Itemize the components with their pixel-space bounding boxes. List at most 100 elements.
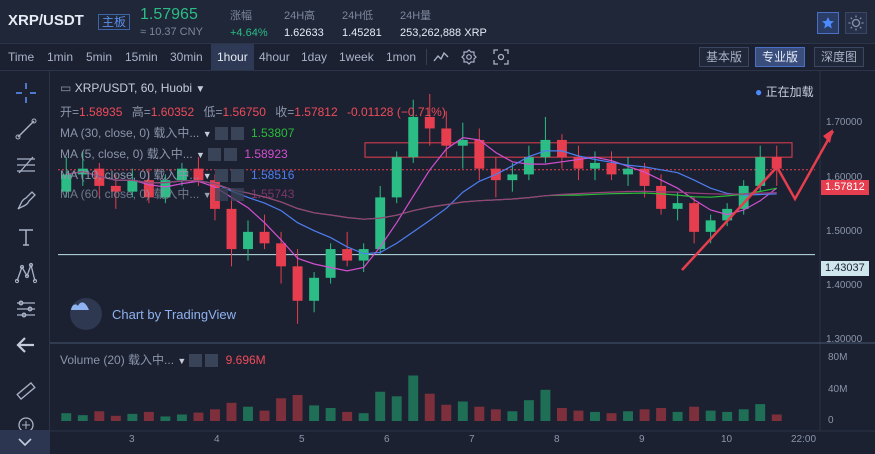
candle-body <box>325 249 336 278</box>
time-tick: 3 <box>129 434 135 445</box>
tradingview-branding[interactable]: Chart by TradingView <box>70 298 236 330</box>
candle-body <box>457 139 468 146</box>
interval-1hour[interactable]: 1hour <box>211 44 254 70</box>
back-tool[interactable] <box>14 333 38 357</box>
candle-body <box>672 203 683 209</box>
interval-1week[interactable]: 1week <box>339 50 374 64</box>
ma-value: 1.55743 <box>250 187 295 201</box>
interval-4hour[interactable]: 4hour <box>259 50 290 64</box>
view-depth-button[interactable]: 深度图 <box>814 47 865 67</box>
star-icon <box>822 17 834 29</box>
chart-toolbar: Time 1min 5min 15min 30min 1hour 4hour 1… <box>0 44 875 71</box>
interval-30min[interactable]: 30min <box>170 50 203 64</box>
volume-bar <box>490 409 501 421</box>
volume-legend[interactable]: Volume (20) 载入中... ▼ 9.696M <box>60 353 266 368</box>
ticker-header: XRP/USDT 主板 1.57965 ≈ 10.37 CNY 涨幅 +4.64… <box>0 0 875 44</box>
symbol-title[interactable]: XRP/USDT, 60, Huobi <box>74 81 193 95</box>
candle-body <box>424 116 435 129</box>
price-chart[interactable]: ▭ XRP/USDT, 60, Huobi ▼ 开=1.58935 高=1.60… <box>50 71 875 454</box>
board-badge: 主板 <box>98 14 131 30</box>
snapshot-button[interactable] <box>492 48 510 66</box>
candle-body <box>143 180 154 198</box>
candle-body <box>474 139 485 169</box>
live-status: ● 正在加载 <box>755 85 814 99</box>
interval-1min[interactable]: 1min <box>47 50 74 64</box>
volume-bar <box>523 400 534 421</box>
volume-bar <box>193 412 204 421</box>
crosshair-icon <box>16 83 36 103</box>
brush-tool[interactable] <box>14 189 38 213</box>
volume-tick: 80M <box>828 352 848 363</box>
favorite-button[interactable] <box>817 12 839 34</box>
collapse-toolbar-button[interactable] <box>0 430 50 454</box>
theme-button[interactable] <box>845 12 867 34</box>
candle-body <box>358 249 369 261</box>
candle-body <box>540 139 551 158</box>
interval-time[interactable]: Time <box>8 50 35 64</box>
camera-icon <box>493 49 509 65</box>
fibonacci-icon <box>17 156 35 174</box>
volume-bar <box>110 415 121 421</box>
ma-legend-60[interactable]: MA (60, close, 0) 载入中... ▼ 1.55743 <box>60 187 295 202</box>
text-icon <box>19 229 33 246</box>
ma-label: MA (60, close, 0) 载入中... <box>60 187 200 201</box>
indicator-button[interactable] <box>432 48 450 66</box>
volume-bar <box>292 395 303 421</box>
volume-bar <box>705 410 716 421</box>
prediction-tool[interactable] <box>14 297 38 321</box>
ma-legend-30[interactable]: MA (30, close, 0) 载入中... ▼ 1.53807 <box>60 126 295 141</box>
stat-value: 1.45281 <box>342 27 382 39</box>
candle-body <box>243 231 253 250</box>
stat-value: +4.64% <box>230 27 268 39</box>
pattern-tool[interactable] <box>14 261 38 285</box>
trendline-tool[interactable] <box>14 117 38 141</box>
view-pro-button[interactable]: 专业版 <box>755 47 806 67</box>
annotation-arrow-path <box>681 130 835 271</box>
volume-bar <box>391 396 402 421</box>
ma-legend-10[interactable]: MA (10, close, 0) 载入中... ▼ 1.58516 <box>60 168 295 183</box>
time-tick: 9 <box>639 434 645 445</box>
interval-1day[interactable]: 1day <box>301 50 328 64</box>
time-tick: 6 <box>384 434 390 445</box>
interval-15min[interactable]: 15min <box>125 50 158 64</box>
stat-high: 24H高 1.62633 <box>284 7 324 39</box>
candle-body <box>639 168 650 186</box>
candle-body <box>771 157 782 169</box>
volume-bar <box>309 405 320 421</box>
live-status-text: 正在加载 <box>765 85 814 99</box>
measure-tool[interactable] <box>14 379 38 403</box>
volume-bar <box>210 409 220 421</box>
ma-legend-5[interactable]: MA (5, close, 0) 载入中... ▼ 1.58923 <box>60 147 288 162</box>
chevron-down-icon <box>18 438 32 447</box>
time-tick: 7 <box>469 434 475 445</box>
settings-button[interactable] <box>460 48 478 66</box>
price-tick: 1.40000 <box>826 280 863 291</box>
time-tick: 22:00 <box>791 434 817 445</box>
candle-body <box>259 231 270 244</box>
volume-bar <box>738 409 749 421</box>
interval-5min[interactable]: 5min <box>86 50 113 64</box>
ruler-icon <box>16 382 36 400</box>
volume-bar <box>573 410 584 421</box>
stat-label: 24H低 <box>342 10 374 22</box>
chart-canvas[interactable] <box>50 71 875 454</box>
fib-tool[interactable] <box>14 153 38 177</box>
candle-body <box>441 128 452 146</box>
pair-name[interactable]: XRP/USDT <box>8 12 84 29</box>
volume-bar <box>160 416 171 421</box>
candle-body <box>590 162 600 169</box>
price-tick: 1.70000 <box>826 117 863 128</box>
text-tool[interactable] <box>14 225 38 249</box>
crosshair-tool[interactable] <box>14 81 38 105</box>
volume-value: 9.696M <box>225 353 266 367</box>
support-price-tag: 1.43037 <box>821 261 869 276</box>
view-basic-button[interactable]: 基本版 <box>699 47 750 67</box>
high-label: 高= <box>131 105 151 119</box>
interval-1mon[interactable]: 1mon <box>386 50 417 64</box>
gear-icon <box>461 49 477 65</box>
toolbar-divider <box>426 49 427 65</box>
candle-body <box>94 168 105 186</box>
candle-body <box>606 162 617 175</box>
high-value: 1.60352 <box>150 105 195 119</box>
volume-bar <box>259 410 270 421</box>
